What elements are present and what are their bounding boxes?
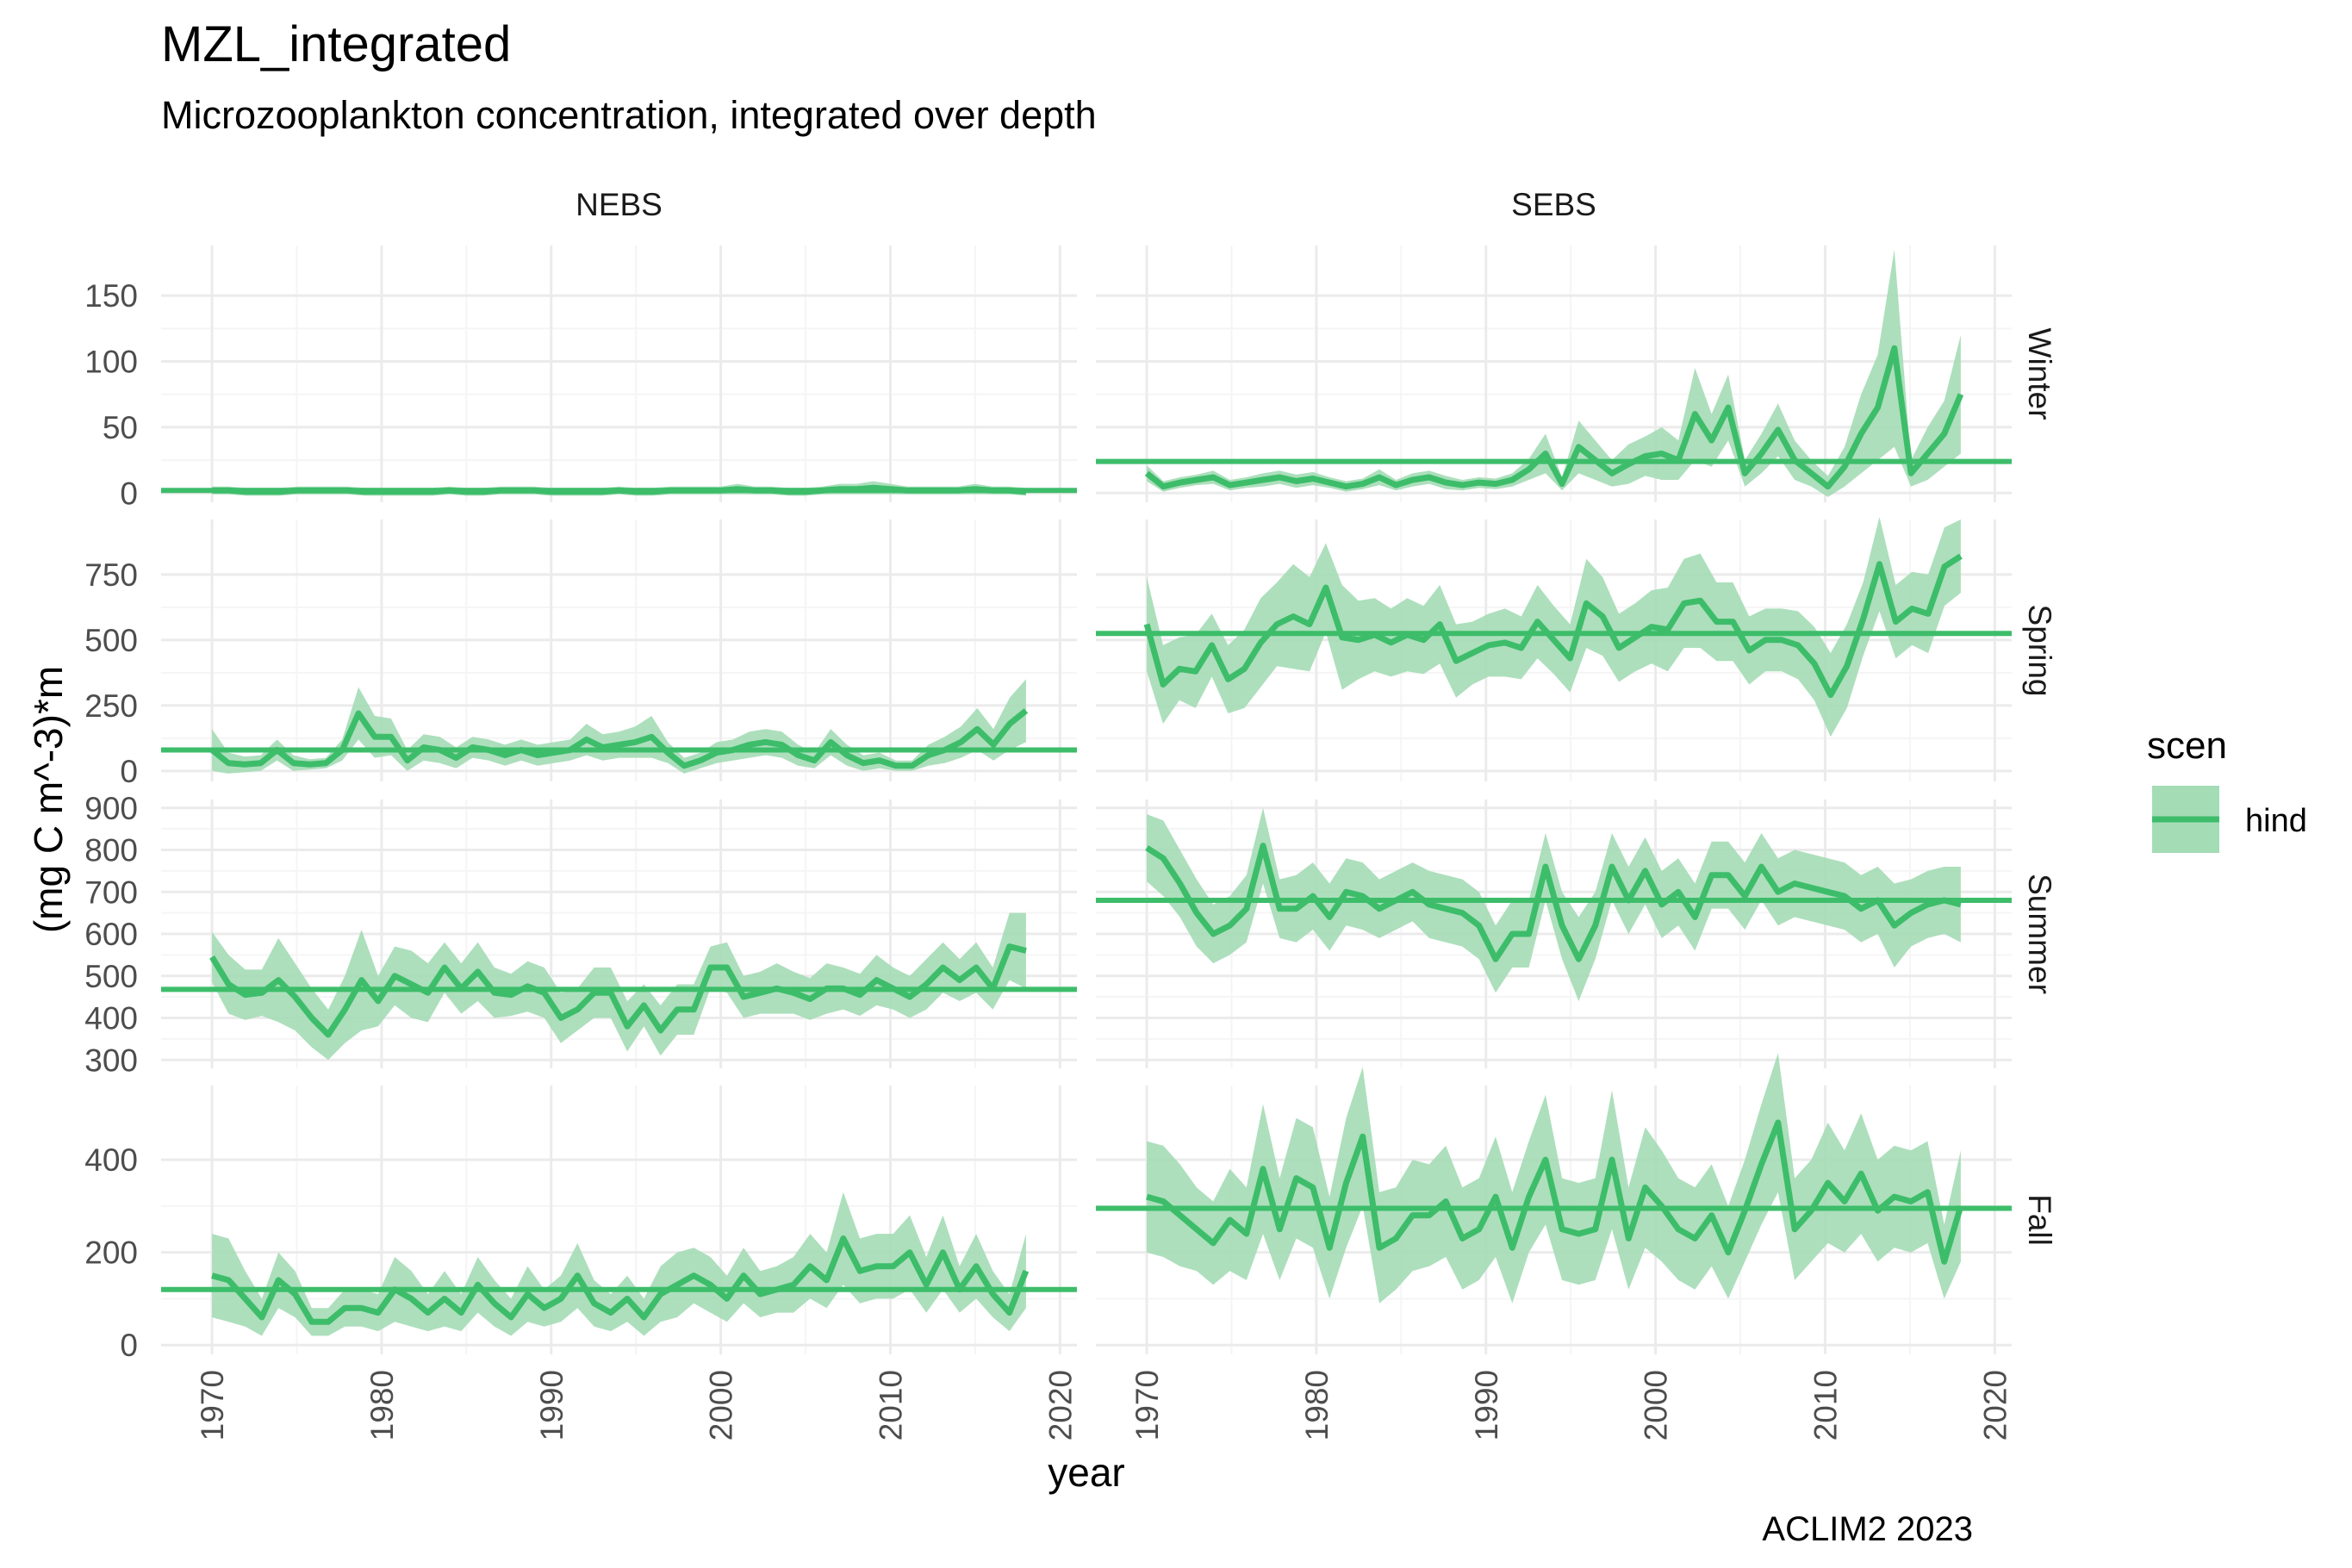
y-tick-label: 700 bbox=[84, 874, 138, 910]
series-line-hind bbox=[209, 708, 1029, 769]
y-tick-label: 300 bbox=[84, 1042, 138, 1078]
y-tick-label: 400 bbox=[84, 1001, 138, 1036]
y-tick-label: 200 bbox=[84, 1235, 138, 1271]
y-tick-label: 900 bbox=[84, 791, 138, 826]
panel-sebs-winter bbox=[1096, 246, 2012, 502]
x-tick-label: 2020 bbox=[1042, 1370, 1078, 1440]
chart-caption: ACLIM2 2023 bbox=[1762, 1510, 1973, 1548]
x-tick-label: 2010 bbox=[873, 1370, 908, 1440]
column-strip-nebs: NEBS bbox=[576, 187, 663, 222]
panel-nebs-summer bbox=[161, 800, 1077, 1068]
legend-label-hind: hind bbox=[2245, 803, 2307, 839]
x-tick-label: 1970 bbox=[1129, 1370, 1165, 1440]
y-tick-label: 250 bbox=[84, 688, 138, 724]
panel-sebs-fall bbox=[1096, 1053, 2012, 1354]
x-tick-label: 1970 bbox=[195, 1370, 230, 1440]
series-line-hind bbox=[209, 943, 1027, 1038]
x-axis-title: year bbox=[1048, 1450, 1124, 1495]
panel-sebs-spring bbox=[1096, 517, 2012, 781]
chart-title: MZL_integrated bbox=[161, 16, 512, 72]
panel-nebs-winter bbox=[161, 246, 1077, 502]
y-tick-label: 150 bbox=[84, 278, 138, 314]
y-tick-label: 0 bbox=[120, 1328, 138, 1363]
series-line-hind bbox=[211, 1235, 1030, 1325]
y-tick-label: 0 bbox=[120, 476, 138, 511]
ribbon-hind bbox=[1147, 1053, 1961, 1304]
panel-nebs-spring bbox=[161, 520, 1077, 781]
series-line-hind bbox=[212, 484, 1027, 495]
x-tick-label: 2000 bbox=[1639, 1370, 1674, 1440]
panel-sebs-summer bbox=[1096, 800, 2012, 1068]
panel-nebs-fall bbox=[161, 1086, 1077, 1354]
ribbon-hind bbox=[1147, 517, 1961, 737]
y-tick-label: 500 bbox=[84, 959, 138, 994]
series-line-hind bbox=[1143, 553, 1963, 699]
series-line-hind bbox=[1145, 843, 1962, 962]
x-tick-label: 1990 bbox=[1469, 1370, 1504, 1440]
series-line-hind bbox=[1146, 1119, 1964, 1265]
column-strip-sebs: SEBS bbox=[1511, 187, 1596, 222]
row-strip-spring: Spring bbox=[2022, 605, 2057, 697]
x-tick-label: 2000 bbox=[704, 1370, 739, 1440]
y-axis-title: (mg C m^-3)*m bbox=[26, 666, 71, 933]
y-tick-label: 500 bbox=[84, 623, 138, 658]
x-tick-label: 1990 bbox=[534, 1370, 569, 1440]
row-strip-winter: Winter bbox=[2022, 328, 2057, 420]
y-tick-label: 0 bbox=[120, 754, 138, 789]
row-strip-fall: Fall bbox=[2022, 1194, 2057, 1246]
x-tick-label: 1980 bbox=[364, 1370, 400, 1440]
y-tick-label: 100 bbox=[84, 344, 138, 379]
y-tick-label: 50 bbox=[103, 410, 138, 445]
series-line-hind bbox=[1144, 345, 1964, 490]
row-strip-summer: Summer bbox=[2022, 874, 2057, 994]
chart-subtitle: Microzooplankton concentration, integrat… bbox=[161, 93, 1097, 137]
x-tick-label: 2010 bbox=[1808, 1370, 1843, 1440]
y-tick-label: 800 bbox=[84, 833, 138, 868]
legend-title: scen bbox=[2147, 725, 2227, 767]
x-tick-label: 2020 bbox=[1977, 1370, 2013, 1440]
y-tick-label: 600 bbox=[84, 917, 138, 952]
x-tick-label: 1980 bbox=[1299, 1370, 1335, 1440]
y-tick-label: 750 bbox=[84, 557, 138, 593]
y-tick-label: 400 bbox=[84, 1142, 138, 1178]
ribbon-hind bbox=[212, 912, 1026, 1061]
